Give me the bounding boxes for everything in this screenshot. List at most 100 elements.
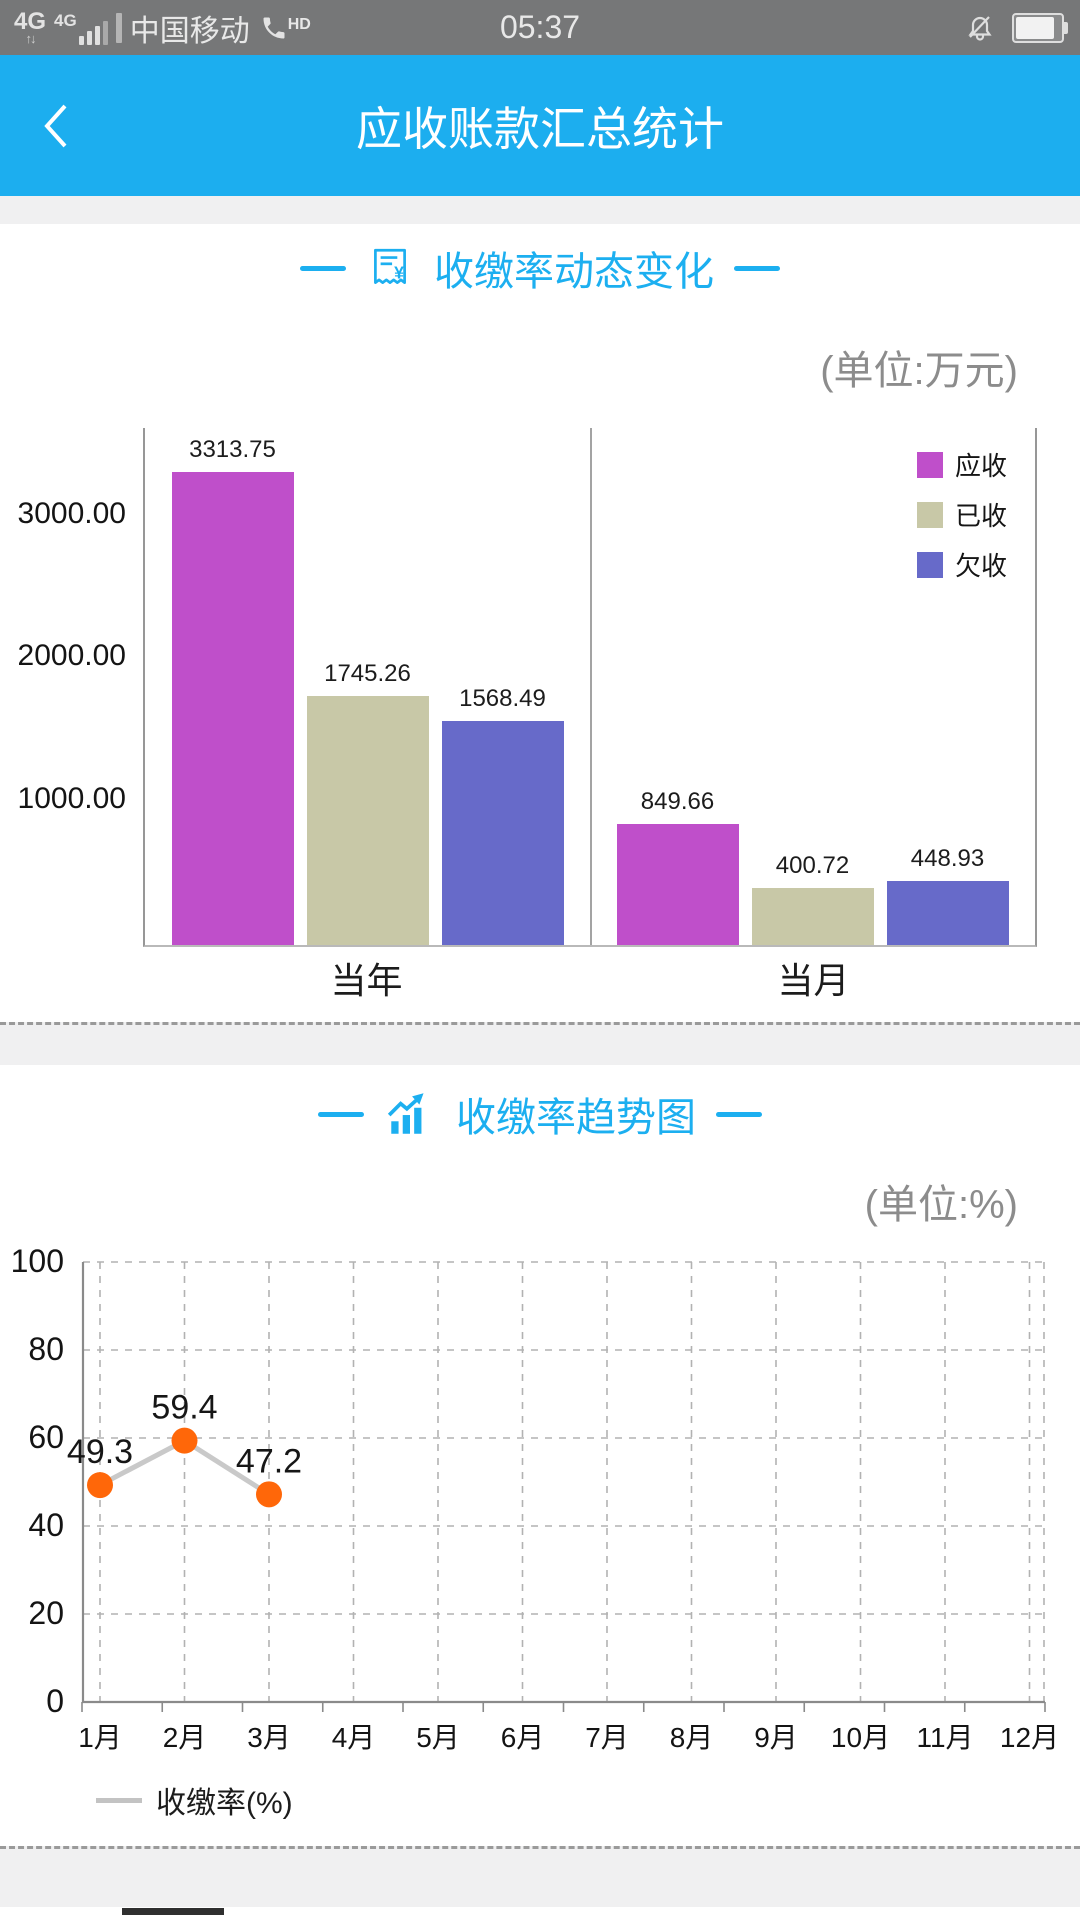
sim2-signal-icon xyxy=(115,12,122,43)
bar-应收: 849.66 xyxy=(616,788,739,945)
line-chart-legend: 收缴率(%) xyxy=(96,1778,293,1822)
data-point xyxy=(256,1481,282,1508)
battery-icon xyxy=(1012,12,1068,43)
x-month-label: 6月 xyxy=(500,1722,545,1753)
status-right-cluster xyxy=(964,0,1068,55)
trend-chart-icon xyxy=(387,1093,424,1134)
x-month-label: 10月 xyxy=(830,1722,891,1753)
header-divider-band xyxy=(0,196,1080,224)
line-chart-plot-area: 49.3 59.4 47.2 xyxy=(67,1261,1046,1712)
y-tick-label: 60 xyxy=(28,1419,64,1455)
app-header: 应收账款汇总统计 xyxy=(0,55,1080,196)
bar-chart-y-axis: 1000.00 2000.00 3000.00 xyxy=(0,428,132,945)
volte-indicator: HD xyxy=(260,14,311,42)
x-month-label: 1月 xyxy=(78,1722,122,1753)
bar-chart: 1000.00 2000.00 3000.00 应收已收欠收 3313.75 1745… xyxy=(0,428,1080,1008)
data-point-label: 59.4 xyxy=(151,1389,217,1427)
bar-value-label: 849.66 xyxy=(640,787,715,815)
section-title-text: 收缴率动态变化 xyxy=(434,250,714,294)
y-tick-label: 1000.00 xyxy=(17,782,126,816)
bell-muted-icon xyxy=(968,15,992,41)
y-tick-label: 0 xyxy=(46,1683,64,1719)
y-tick-label: 40 xyxy=(28,1507,64,1543)
signal-bars-icon xyxy=(78,19,108,45)
section-title-text: 收缴率趋势图 xyxy=(456,1096,696,1140)
bar-欠收: 448.93 xyxy=(886,845,1009,945)
carrier-label: 中国移动 xyxy=(129,14,250,48)
data-point xyxy=(171,1427,198,1454)
data-arrows-icon: ↑↓ xyxy=(25,31,37,46)
hd-label: HD xyxy=(287,15,311,33)
status-left-cluster: 4G ↑↓ 4G 中国移动 HD xyxy=(14,0,311,55)
bar-value-label: 1745.26 xyxy=(324,659,411,687)
bar-chart-plot-area: 应收已收欠收 3313.75 1745.26 1568.49 849.66 400.72… xyxy=(143,428,1037,947)
receipt-icon: ¥ xyxy=(374,248,406,284)
network-type-label-2: 4G xyxy=(54,10,77,30)
bar-已收: 400.72 xyxy=(751,852,874,945)
back-chevron-icon xyxy=(44,104,67,148)
title-dash-right xyxy=(716,1111,762,1117)
legend-swatch xyxy=(916,501,943,528)
bar-value-label: 1568.49 xyxy=(459,685,546,712)
back-button[interactable] xyxy=(30,101,80,151)
x-month-label: 3月 xyxy=(247,1722,291,1753)
legend-line-swatch xyxy=(96,1797,142,1803)
data-point-label: 49.3 xyxy=(67,1433,133,1471)
x-month-label: 8月 xyxy=(669,1722,714,1753)
phone-icon xyxy=(263,17,285,38)
x-month-label: 9月 xyxy=(754,1722,798,1753)
section-title-collection-rate-change: ¥ 收缴率动态变化 xyxy=(0,238,1080,298)
bar-value-label: 448.93 xyxy=(910,844,985,872)
svg-text:¥: ¥ xyxy=(394,262,404,282)
section-title-collection-rate-trend: 收缴率趋势图 xyxy=(0,1084,1080,1144)
bar-已收: 1745.26 xyxy=(306,660,429,945)
bar-chart-group-divider xyxy=(590,428,592,945)
y-tick-label: 100 xyxy=(10,1243,64,1279)
network-type-label: 4G xyxy=(14,8,47,35)
y-tick-label: 3000.00 xyxy=(17,496,126,530)
legend-swatch xyxy=(916,551,943,578)
bar-应收: 3313.75 xyxy=(171,436,294,945)
title-dash-right xyxy=(734,265,780,271)
data-point xyxy=(87,1472,113,1499)
legend-label: 欠收 xyxy=(954,551,1007,581)
bar-chart-x-axis: 当年 当月 xyxy=(0,952,1080,1001)
legend-label: 已收 xyxy=(954,501,1007,531)
line-chart-x-axis: 1月 2月 3月 4月 5月 6月 7月 8月 9月 10月 11月 12月 xyxy=(0,1716,1080,1758)
y-tick-label: 20 xyxy=(28,1595,64,1631)
x-month-label: 12月 xyxy=(999,1722,1060,1753)
unit-label-bar-chart: (单位:万元) xyxy=(820,349,1018,393)
x-category-label: 当年 xyxy=(330,960,403,1001)
section-separator xyxy=(0,1846,1080,1907)
x-month-label: 4月 xyxy=(331,1722,376,1753)
y-tick-label: 80 xyxy=(28,1331,64,1367)
x-month-label: 7月 xyxy=(585,1722,629,1753)
bar-欠收: 1568.49 xyxy=(441,685,564,945)
section-separator xyxy=(0,1022,1080,1065)
legend-item-应收: 应收 xyxy=(916,446,1007,483)
legend-item-欠收: 欠收 xyxy=(916,546,1007,583)
title-dash-left xyxy=(318,1111,364,1117)
clock-label: 05:37 xyxy=(499,9,581,45)
bar-chart-legend: 应收 已收 欠收 xyxy=(916,446,1007,596)
legend-label: 应收 xyxy=(954,451,1007,481)
x-month-label: 11月 xyxy=(916,1722,974,1753)
legend-series-label: 收缴率(%) xyxy=(156,1787,293,1820)
y-tick-label: 2000.00 xyxy=(17,639,126,673)
x-month-label: 2月 xyxy=(162,1722,207,1753)
legend-item-已收: 已收 xyxy=(916,496,1007,533)
bar-group-当年: 3313.75 1745.26 1568.49 xyxy=(145,436,590,945)
network-type-indicator-2: 4G xyxy=(54,11,108,45)
next-section-partial-content xyxy=(122,1908,224,1915)
status-bar: 4G ↑↓ 4G 中国移动 HD 05:37 xyxy=(0,0,1080,55)
bar-value-label: 3313.75 xyxy=(189,435,276,463)
data-point-label: 47.2 xyxy=(236,1442,302,1480)
unit-label-line-chart: (单位:%) xyxy=(864,1183,1018,1227)
line-chart-y-axis: 0 20 40 60 80 100 xyxy=(0,1243,70,1719)
title-dash-left xyxy=(300,265,346,271)
x-category-label: 当月 xyxy=(777,960,850,1001)
page-title: 应收账款汇总统计 xyxy=(356,102,724,155)
bar-value-label: 400.72 xyxy=(775,851,850,879)
legend-swatch xyxy=(916,451,943,478)
